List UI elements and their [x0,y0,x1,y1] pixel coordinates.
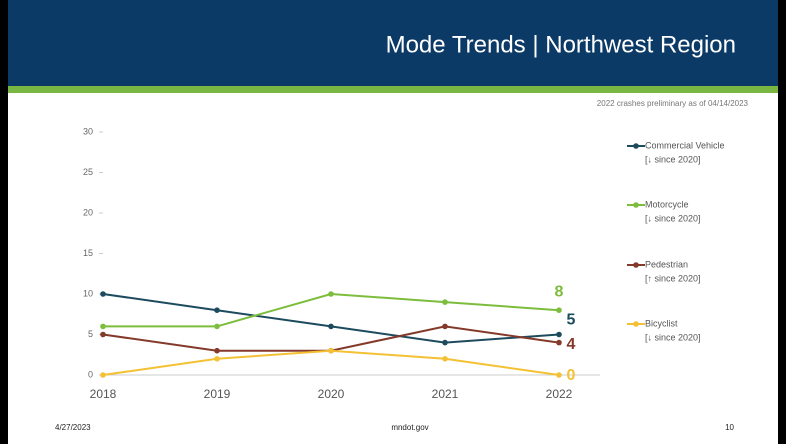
legend-label: Motorcycle [645,199,689,209]
point [214,307,220,314]
y-tick-label: 30 [83,126,93,136]
footer-page: 10 [725,423,734,432]
footer-site: mndot.gov [391,423,428,432]
footer-date: 4/27/2023 [55,423,91,432]
point [556,372,562,378]
y-tick-label: 10 [83,288,93,298]
legend-marker [633,202,639,208]
point [442,339,448,346]
legend-trend: [↓ since 2020] [645,213,701,223]
y-tick-label: 5 [88,329,93,339]
x-tick-label: 2018 [90,387,117,401]
legend-marker [633,143,639,149]
x-tick-label: 2022 [546,387,573,401]
point [214,356,220,362]
x-tick-label: 2019 [204,387,231,401]
y-tick-label: 15 [83,248,93,258]
end-label: 4 [567,336,576,353]
point [100,372,106,378]
point [442,299,448,305]
point [328,323,334,330]
x-tick-label: 2020 [318,387,345,401]
note: 2022 crashes preliminary as of 04/14/202… [597,99,749,108]
legend-trend: [↓ since 2020] [645,332,701,342]
y-tick-label: 20 [83,207,93,217]
point [214,347,220,354]
end-label: 0 [567,367,576,384]
point [442,323,448,330]
end-label: 5 [567,312,576,329]
point [100,323,106,330]
point [328,347,334,354]
legend-trend: [↑ since 2020] [645,273,701,283]
header-band [8,0,778,86]
y-tick-label: 25 [83,167,93,177]
end-label: 8 [555,283,564,300]
x-tick-label: 2021 [432,387,459,401]
slide-title: Mode Trends | Northwest Region [386,31,736,58]
legend-label: Bicyclist [645,318,678,328]
point [442,356,448,362]
point [556,339,562,346]
point [100,291,106,297]
point [556,331,562,338]
legend-marker [633,321,639,327]
legend-trend: [↓ since 2020] [645,154,701,164]
legend-label: Commercial Vehicle [645,140,725,150]
legend-marker [633,262,639,268]
point [214,323,220,330]
legend-label: Pedestrian [645,259,688,269]
header-stripe [8,86,778,93]
point [328,291,334,297]
point [556,307,562,314]
y-tick-label: 0 [88,369,93,379]
point [100,331,106,338]
